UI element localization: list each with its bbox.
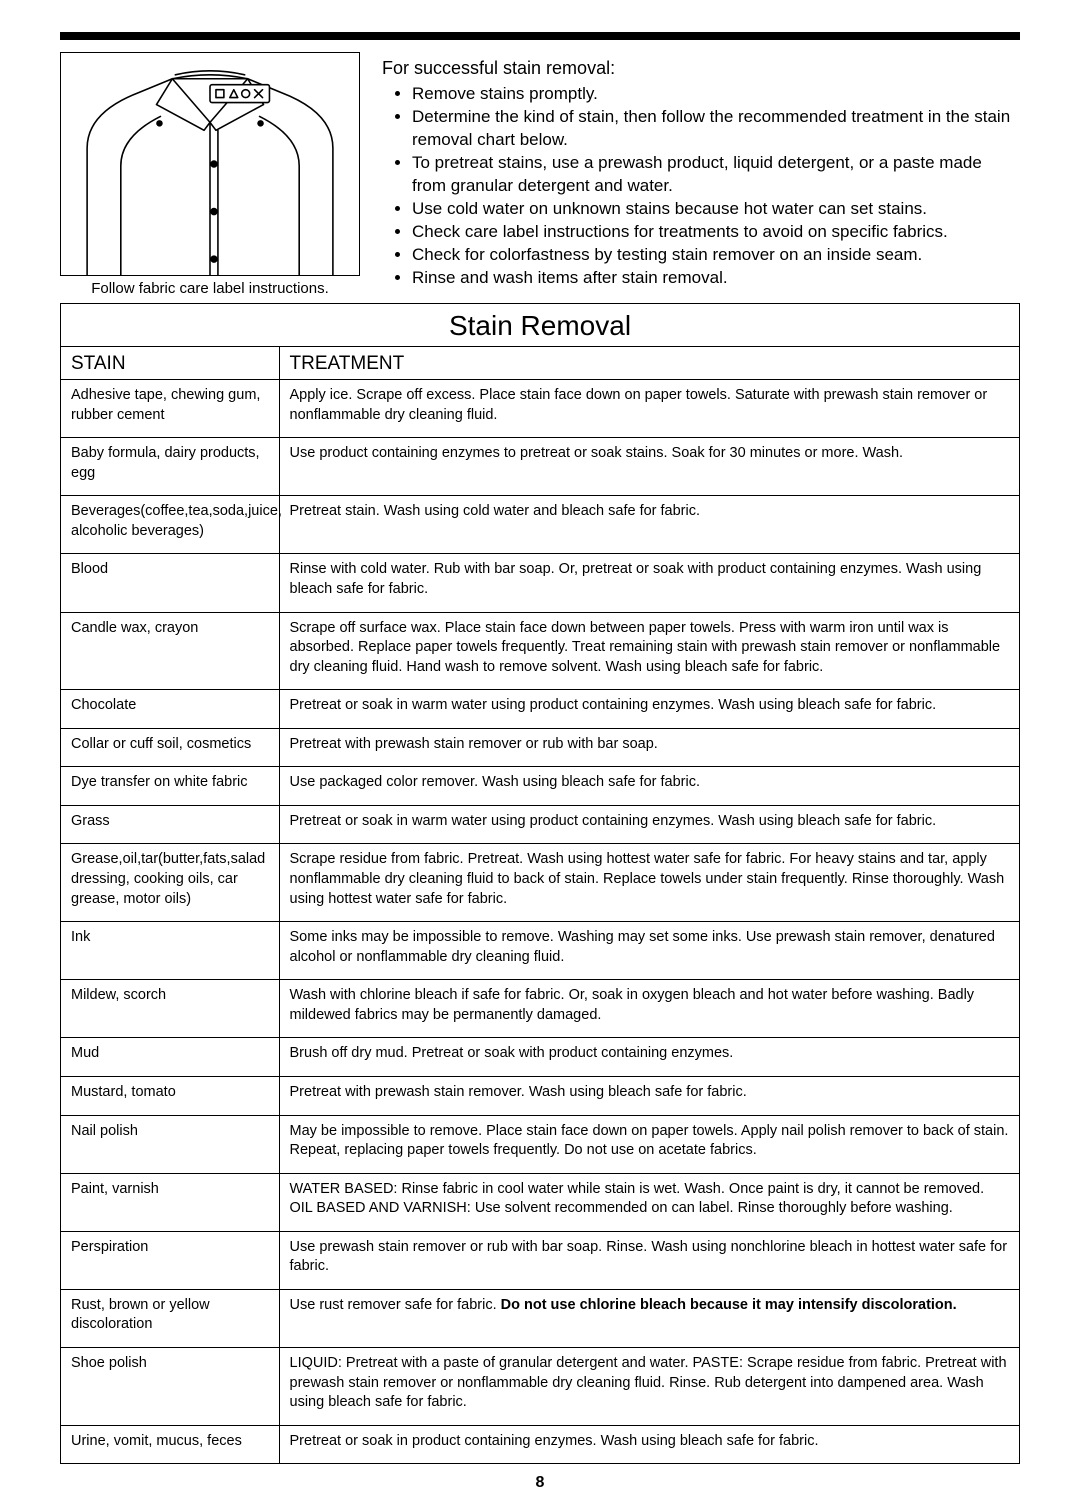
stain-cell: Dye transfer on white fabric bbox=[61, 767, 279, 806]
table-row: Mustard, tomatoPretreat with prewash sta… bbox=[61, 1076, 1019, 1115]
stain-cell: Urine, vomit, mucus, feces bbox=[61, 1425, 279, 1463]
table-row: Grease,oil,tar(butter,fats,salad dressin… bbox=[61, 844, 1019, 922]
treatment-cell: WATER BASED: Rinse fabric in cool water … bbox=[279, 1173, 1019, 1231]
stain-cell: Beverages(coffee,tea,soda,juice, alcohol… bbox=[61, 496, 279, 554]
table-row: Adhesive tape, chewing gum, rubber cemen… bbox=[61, 380, 1019, 438]
stain-cell: Blood bbox=[61, 554, 279, 612]
stain-cell: Adhesive tape, chewing gum, rubber cemen… bbox=[61, 380, 279, 438]
treatment-cell: Wash with chlorine bleach if safe for fa… bbox=[279, 980, 1019, 1038]
treatment-cell: Pretreat with prewash stain remover or r… bbox=[279, 728, 1019, 767]
table-row: Urine, vomit, mucus, fecesPretreat or so… bbox=[61, 1425, 1019, 1463]
tips-list: Remove stains promptly. Determine the ki… bbox=[382, 83, 1020, 289]
shirt-caption: Follow fabric care label instructions. bbox=[60, 280, 360, 297]
treatment-cell: Use product containing enzymes to pretre… bbox=[279, 438, 1019, 496]
table-row: PerspirationUse prewash stain remover or… bbox=[61, 1231, 1019, 1289]
stain-cell: Collar or cuff soil, cosmetics bbox=[61, 728, 279, 767]
treatment-cell: Pretreat with prewash stain remover. Was… bbox=[279, 1076, 1019, 1115]
table-row: ChocolatePretreat or soak in warm water … bbox=[61, 690, 1019, 729]
col-stain-header: STAIN bbox=[61, 347, 279, 380]
table-row: InkSome inks may be impossible to remove… bbox=[61, 922, 1019, 980]
shirt-block: Follow fabric care label instructions. bbox=[60, 52, 360, 297]
stain-cell: Grease,oil,tar(butter,fats,salad dressin… bbox=[61, 844, 279, 922]
table-row: BloodRinse with cold water. Rub with bar… bbox=[61, 554, 1019, 612]
tip-item: Rinse and wash items after stain removal… bbox=[412, 267, 1020, 290]
stain-cell: Mud bbox=[61, 1038, 279, 1077]
tip-item: Check for colorfastness by testing stain… bbox=[412, 244, 1020, 267]
col-treatment-header: TREATMENT bbox=[279, 347, 1019, 380]
stain-cell: Mildew, scorch bbox=[61, 980, 279, 1038]
table-row: Beverages(coffee,tea,soda,juice, alcohol… bbox=[61, 496, 1019, 554]
stain-cell: Nail polish bbox=[61, 1115, 279, 1173]
tip-item: Determine the kind of stain, then follow… bbox=[412, 106, 1020, 152]
stain-cell: Ink bbox=[61, 922, 279, 980]
tips-block: For successful stain removal: Remove sta… bbox=[382, 52, 1020, 289]
page: Follow fabric care label instructions. F… bbox=[0, 0, 1080, 1512]
tip-item: To pretreat stains, use a prewash produc… bbox=[412, 152, 1020, 198]
treatment-cell: Scrape off surface wax. Place stain face… bbox=[279, 612, 1019, 690]
table-row: Nail polishMay be impossible to remove. … bbox=[61, 1115, 1019, 1173]
tips-heading: For successful stain removal: bbox=[382, 58, 1020, 79]
table-row: Candle wax, crayonScrape off surface wax… bbox=[61, 612, 1019, 690]
shirt-icon bbox=[61, 53, 359, 275]
table-row: Baby formula, dairy products, eggUse pro… bbox=[61, 438, 1019, 496]
stain-cell: Mustard, tomato bbox=[61, 1076, 279, 1115]
treatment-cell: Pretreat or soak in product containing e… bbox=[279, 1425, 1019, 1463]
table-row: Rust, brown or yellow discolorationUse r… bbox=[61, 1289, 1019, 1347]
table-row: Collar or cuff soil, cosmeticsPretreat w… bbox=[61, 728, 1019, 767]
stain-cell: Paint, varnish bbox=[61, 1173, 279, 1231]
treatment-cell: Use rust remover safe for fabric. Do not… bbox=[279, 1289, 1019, 1347]
tip-item: Check care label instructions for treatm… bbox=[412, 221, 1020, 244]
table-row: Dye transfer on white fabricUse packaged… bbox=[61, 767, 1019, 806]
table-title: Stain Removal bbox=[61, 304, 1019, 347]
stain-cell: Baby formula, dairy products, egg bbox=[61, 438, 279, 496]
shirt-illustration bbox=[60, 52, 360, 276]
stain-cell: Chocolate bbox=[61, 690, 279, 729]
treatment-cell: Pretreat or soak in warm water using pro… bbox=[279, 690, 1019, 729]
stain-cell: Grass bbox=[61, 805, 279, 844]
stain-cell: Shoe polish bbox=[61, 1348, 279, 1426]
table-row: GrassPretreat or soak in warm water usin… bbox=[61, 805, 1019, 844]
table-row: Mildew, scorchWash with chlorine bleach … bbox=[61, 980, 1019, 1038]
stain-cell: Rust, brown or yellow discoloration bbox=[61, 1289, 279, 1347]
stain-cell: Perspiration bbox=[61, 1231, 279, 1289]
treatment-cell: Use packaged color remover. Wash using b… bbox=[279, 767, 1019, 806]
intro-row: Follow fabric care label instructions. F… bbox=[60, 52, 1020, 297]
bold-warning: Do not use chlorine bleach because it ma… bbox=[501, 1297, 957, 1313]
stain-table: STAIN TREATMENT Adhesive tape, chewing g… bbox=[61, 347, 1019, 1463]
stain-table-wrap: Stain Removal STAIN TREATMENT Adhesive t… bbox=[60, 303, 1020, 1464]
top-rule bbox=[60, 32, 1020, 40]
tip-item: Remove stains promptly. bbox=[412, 83, 1020, 106]
table-row: MudBrush off dry mud. Pretreat or soak w… bbox=[61, 1038, 1019, 1077]
treatment-cell: LIQUID: Pretreat with a paste of granula… bbox=[279, 1348, 1019, 1426]
treatment-cell: Some inks may be impossible to remove. W… bbox=[279, 922, 1019, 980]
page-number: 8 bbox=[60, 1474, 1020, 1492]
treatment-cell: Rinse with cold water. Rub with bar soap… bbox=[279, 554, 1019, 612]
table-row: Shoe polishLIQUID: Pretreat with a paste… bbox=[61, 1348, 1019, 1426]
treatment-cell: May be impossible to remove. Place stain… bbox=[279, 1115, 1019, 1173]
treatment-cell: Pretreat stain. Wash using cold water an… bbox=[279, 496, 1019, 554]
treatment-cell: Apply ice. Scrape off excess. Place stai… bbox=[279, 380, 1019, 438]
treatment-cell: Brush off dry mud. Pretreat or soak with… bbox=[279, 1038, 1019, 1077]
treatment-cell: Scrape residue from fabric. Pretreat. Wa… bbox=[279, 844, 1019, 922]
tip-item: Use cold water on unknown stains because… bbox=[412, 198, 1020, 221]
stain-cell: Candle wax, crayon bbox=[61, 612, 279, 690]
treatment-cell: Use prewash stain remover or rub with ba… bbox=[279, 1231, 1019, 1289]
treatment-cell: Pretreat or soak in warm water using pro… bbox=[279, 805, 1019, 844]
table-row: Paint, varnishWATER BASED: Rinse fabric … bbox=[61, 1173, 1019, 1231]
